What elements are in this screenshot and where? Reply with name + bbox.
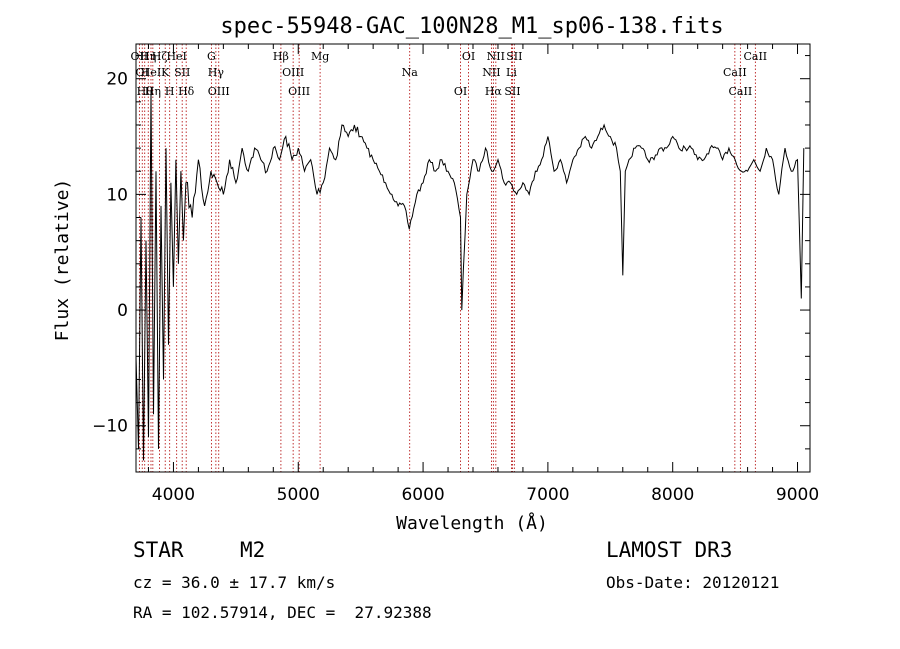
line-marker-label: OI	[136, 66, 149, 79]
x-axis: 4000 5000 6000 7000 8000 9000	[147, 44, 819, 505]
x-tick-label: 5000	[277, 485, 320, 505]
y-tick-label: 20	[106, 70, 128, 90]
line-marker-label: OIII	[282, 66, 304, 79]
line-marker-label: CaII	[743, 50, 767, 63]
line-marker-label: Hη	[140, 50, 156, 63]
coords-text: RA = 102.57914, DEC = 27.92388	[133, 603, 432, 622]
line-marker-label: SII	[504, 85, 520, 98]
line-marker-label: Hθ	[137, 85, 154, 98]
line-marker-label: OIII	[208, 85, 230, 98]
line-marker-label: OII	[131, 50, 149, 63]
obs-date-text: Obs-Date: 20120121	[606, 573, 780, 592]
survey-label: LAMOST DR3	[606, 538, 733, 562]
line-marker-label: HeI	[166, 50, 186, 63]
y-axis-label: Flux (relative)	[52, 179, 73, 342]
spectrum-line	[135, 90, 805, 461]
x-tick-label: 9000	[776, 485, 819, 505]
line-marker-label: Hη	[145, 85, 161, 98]
x-tick-label: 8000	[651, 485, 694, 505]
redshift-text: cz = 36.0 ± 17.7 km/s	[133, 573, 336, 592]
line-marker-label: Hα	[485, 85, 503, 98]
line-marker-label: Na	[402, 66, 419, 79]
line-marker-label: OIII	[288, 85, 310, 98]
line-marker-label: CaII	[723, 66, 747, 79]
line-marker-label: Hζ	[152, 50, 168, 63]
line-marker-label: H	[165, 85, 175, 98]
x-tick-label: 6000	[401, 485, 444, 505]
y-tick-label: 10	[106, 185, 128, 205]
line-marker-label: Hγ	[208, 66, 225, 79]
line-marker-label: OI	[462, 50, 475, 63]
x-axis-label: Wavelength (Å)	[396, 512, 548, 534]
object-subclass: M2	[240, 538, 266, 562]
x-tick-label: 4000	[152, 485, 195, 505]
line-markers	[138, 44, 756, 472]
plot-frame	[135, 43, 811, 473]
line-marker-labels: OIIOIHθHηHeIHηHζKHHeISIIHδGHγOIIIHβOIIIO…	[131, 50, 768, 98]
line-marker-label: CaII	[729, 85, 753, 98]
line-marker-label: Li	[506, 66, 517, 79]
line-marker-label: SII	[506, 50, 522, 63]
line-marker-label: HeI	[141, 66, 161, 79]
line-marker-label: Hδ	[178, 85, 195, 98]
y-tick-label: −10	[92, 417, 128, 437]
line-marker-label: Hβ	[273, 50, 289, 63]
chart-title: spec-55948-GAC_100N28_M1_sp06-138.fits	[220, 14, 723, 39]
line-marker-label: OI	[454, 85, 467, 98]
line-marker-label: K	[161, 66, 170, 79]
line-marker-label: NII	[482, 66, 500, 79]
line-marker-label: NII	[487, 50, 505, 63]
line-marker-label: G	[207, 50, 216, 63]
x-tick-label: 7000	[526, 485, 569, 505]
line-marker-label: SII	[174, 66, 190, 79]
line-marker-label: Mg	[311, 50, 329, 63]
object-class: STAR	[133, 538, 184, 562]
y-axis: −10 0 10 20	[92, 55, 810, 473]
y-tick-label: 0	[117, 301, 128, 321]
